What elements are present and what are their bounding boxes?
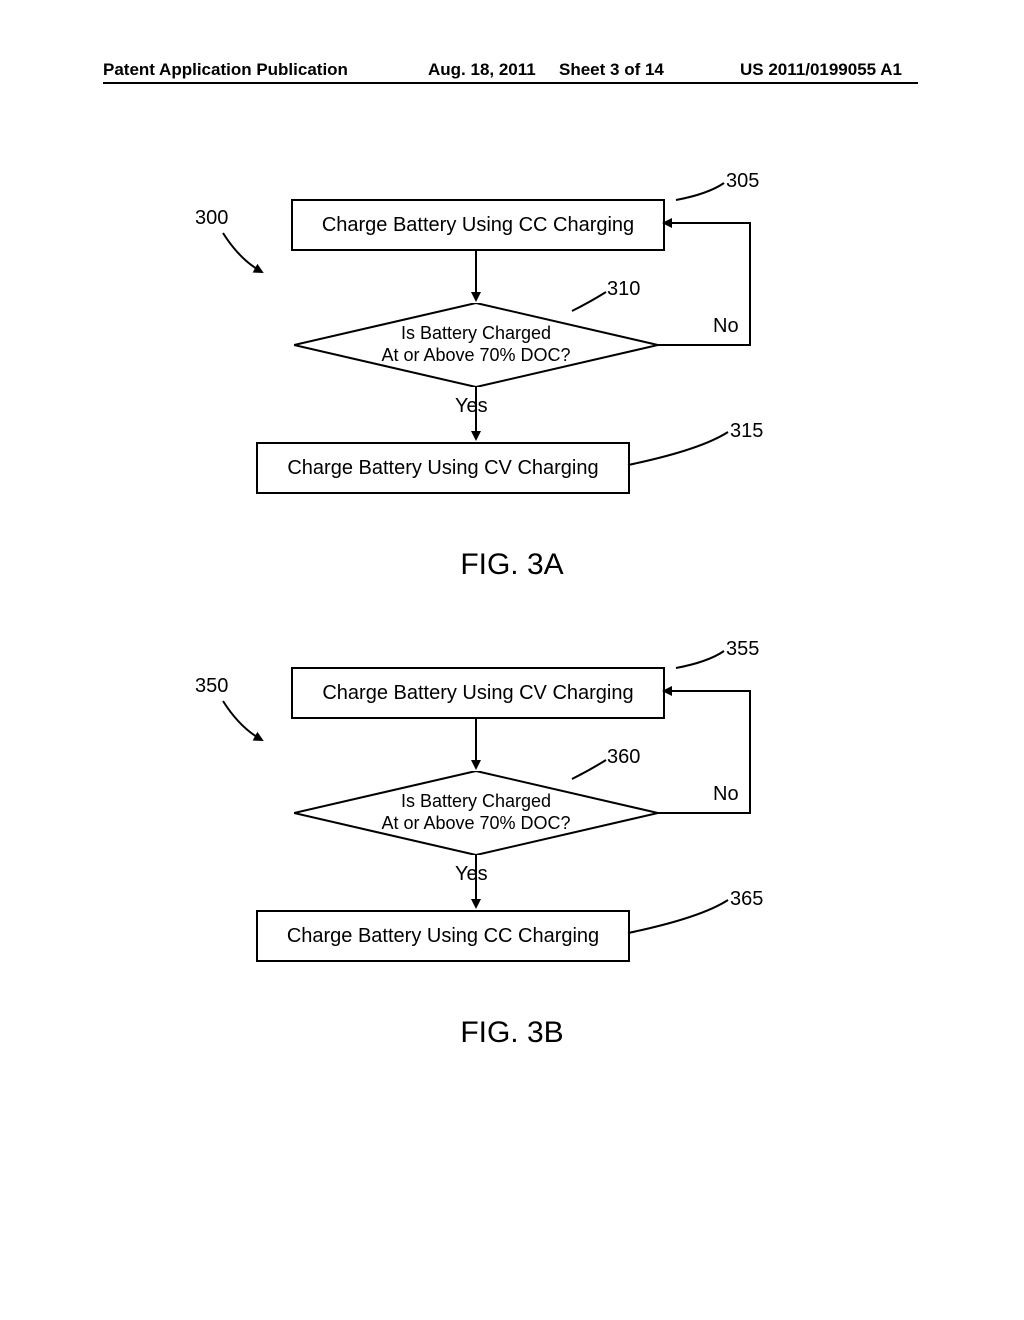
ref-355: 355 bbox=[726, 638, 759, 661]
ref-360: 360 bbox=[607, 746, 640, 769]
figB-box-cc: Charge Battery Using CC Charging bbox=[256, 910, 630, 962]
figA-box-cc: Charge Battery Using CC Charging bbox=[291, 199, 665, 251]
figA-yes-label: Yes bbox=[455, 395, 488, 418]
figB-decision-line2: At or Above 70% DOC? bbox=[294, 813, 658, 835]
figA-decision: Is Battery Charged At or Above 70% DOC? bbox=[294, 303, 658, 387]
figB-no-label: No bbox=[713, 783, 739, 806]
ref-350: 350 bbox=[195, 675, 228, 698]
figA-box-cc-text: Charge Battery Using CC Charging bbox=[322, 214, 634, 237]
header-rule bbox=[103, 82, 918, 84]
figB-box-cc-text: Charge Battery Using CC Charging bbox=[287, 925, 599, 948]
figB-decision: Is Battery Charged At or Above 70% DOC? bbox=[294, 771, 658, 855]
figB-box-cv: Charge Battery Using CV Charging bbox=[291, 667, 665, 719]
header-sheet: Sheet 3 of 14 bbox=[559, 60, 664, 80]
header-left: Patent Application Publication bbox=[103, 60, 348, 80]
patent-page: Patent Application Publication Aug. 18, … bbox=[0, 0, 1024, 1320]
header-date: Aug. 18, 2011 bbox=[428, 60, 536, 80]
figB-box-cv-text: Charge Battery Using CV Charging bbox=[322, 682, 633, 705]
ref-300: 300 bbox=[195, 207, 228, 230]
ref-305: 305 bbox=[726, 170, 759, 193]
figA-box-cv-text: Charge Battery Using CV Charging bbox=[287, 457, 598, 480]
figA-decision-line2: At or Above 70% DOC? bbox=[294, 345, 658, 367]
figA-no-label: No bbox=[713, 315, 739, 338]
figB-caption: FIG. 3B bbox=[0, 1016, 1024, 1050]
ref-310: 310 bbox=[607, 278, 640, 301]
figB-decision-line1: Is Battery Charged bbox=[294, 791, 658, 813]
ref-315: 315 bbox=[730, 420, 763, 443]
ref-365: 365 bbox=[730, 888, 763, 911]
figA-box-cv: Charge Battery Using CV Charging bbox=[256, 442, 630, 494]
figA-caption: FIG. 3A bbox=[0, 548, 1024, 582]
connectors-overlay bbox=[0, 0, 1024, 1320]
header-pubnum: US 2011/0199055 A1 bbox=[740, 60, 902, 80]
figB-yes-label: Yes bbox=[455, 863, 488, 886]
figA-decision-line1: Is Battery Charged bbox=[294, 323, 658, 345]
